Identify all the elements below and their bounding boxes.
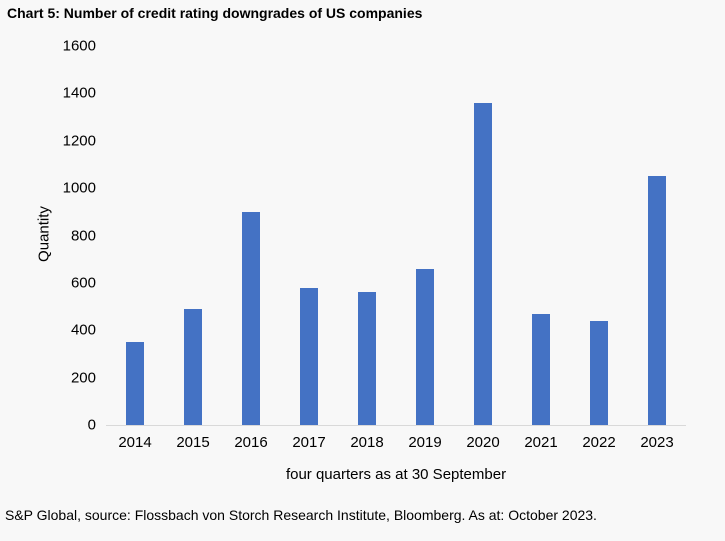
- y-tick-label: 0: [87, 416, 96, 434]
- source-footer: S&P Global, source: Flossbach von Storch…: [5, 507, 597, 523]
- x-tick-label: 2020: [466, 434, 500, 451]
- y-tick-label: 200: [70, 369, 96, 387]
- x-tick-label: 2014: [118, 434, 152, 451]
- bar-2018: [358, 292, 376, 425]
- x-tick-label: 2018: [350, 434, 384, 451]
- bar-column: 2015: [164, 46, 222, 451]
- bar-column: 2021: [512, 46, 570, 451]
- bar-2014: [126, 342, 144, 425]
- y-tick-label: 1200: [62, 132, 96, 150]
- y-tick-label: 600: [70, 274, 96, 292]
- bar-column: 2016: [222, 46, 280, 451]
- bar-2015: [184, 308, 202, 425]
- x-tick-label: 2023: [640, 434, 674, 451]
- x-tick-label: 2021: [524, 434, 558, 451]
- bar-2016: [242, 211, 260, 425]
- x-tick-label: 2022: [582, 434, 616, 451]
- bar-2023: [648, 176, 666, 425]
- x-axis-title: four quarters as at 30 September: [285, 466, 507, 483]
- y-tick-label: 800: [70, 227, 96, 244]
- bar-column: 2017: [280, 46, 338, 451]
- y-tick-label: 400: [70, 321, 96, 339]
- bar-2020: [474, 102, 492, 425]
- bar-column: 2019: [396, 46, 454, 451]
- bar-column: 2018: [338, 46, 396, 451]
- y-axis-tick-labels: 0 200 400 600 800 1000 1200 1400 1600: [40, 38, 96, 434]
- y-tick-label: 1400: [62, 84, 96, 102]
- y-tick-label: 1000: [62, 179, 96, 197]
- bar-2019: [416, 268, 434, 425]
- bar-column: 2014: [106, 46, 164, 451]
- bar-2022: [590, 320, 608, 425]
- x-tick-label: 2019: [408, 434, 442, 451]
- bar-2021: [532, 313, 550, 425]
- y-tick-label: 1600: [62, 37, 96, 55]
- bar-2017: [300, 287, 318, 425]
- chart-title: Chart 5: Number of credit rating downgra…: [7, 5, 423, 21]
- bar-column: 2023: [628, 46, 686, 451]
- plot-area: 2014 2015 2016 2017 2018 2019 2020 2021 2022 2023: [106, 46, 686, 451]
- x-tick-label: 2016: [234, 434, 268, 451]
- x-tick-label: 2015: [176, 434, 210, 451]
- x-tick-label: 2017: [292, 434, 326, 451]
- bar-column: 2022: [570, 46, 628, 451]
- bar-column: 2020: [454, 46, 512, 451]
